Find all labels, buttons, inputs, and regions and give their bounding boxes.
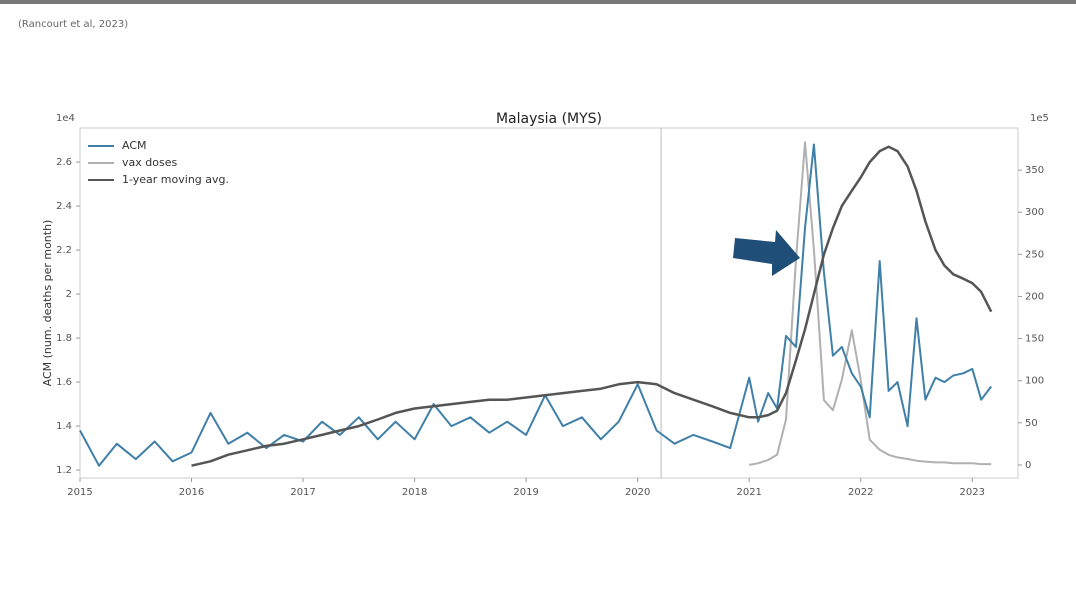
y-tick-label: 2	[66, 289, 72, 300]
y-tick-label: 1.8	[56, 333, 72, 344]
y2-tick-label: 300	[1025, 207, 1044, 218]
y2-offset-label: 1e5	[1030, 113, 1049, 124]
y-tick-label: 2.4	[56, 201, 72, 212]
x-tick-label: 2017	[290, 487, 315, 498]
x-tick-label: 2022	[848, 487, 873, 498]
top-bar	[0, 0, 1076, 4]
x-tick-label: 2018	[402, 487, 427, 498]
legend-label: 1-year moving avg.	[122, 173, 229, 186]
y-tick-label: 1.2	[56, 465, 72, 476]
plot: Malaysia (MYS) ACM (num. deaths per month…	[41, 111, 1049, 498]
y-offset-label: 1e4	[56, 113, 75, 124]
series-line	[191, 145, 993, 467]
y2-tick-label: 150	[1025, 334, 1044, 345]
citation: (Rancourt et al, 2023)	[18, 19, 128, 30]
y2-tick-label: 250	[1025, 249, 1044, 260]
y2-tick-label: 100	[1025, 376, 1044, 387]
x-tick-label: 2020	[625, 487, 650, 498]
legend-label: ACM	[122, 139, 147, 152]
y2-tick-label: 50	[1025, 418, 1038, 429]
legend-label: vax doses	[122, 156, 177, 169]
y-tick-label: 1.6	[56, 377, 72, 388]
series-line	[79, 143, 992, 467]
series-line	[749, 141, 992, 466]
y-tick-label: 2.2	[56, 245, 72, 256]
x-tick-label: 2019	[513, 487, 538, 498]
x-tick-label: 2023	[960, 487, 985, 498]
chart-title: Malaysia (MYS)	[496, 111, 602, 127]
y-tick-label: 2.6	[56, 157, 72, 168]
arrow	[733, 230, 800, 276]
x-tick-label: 2015	[67, 487, 92, 498]
y-tick-label: 1.4	[56, 421, 72, 432]
x-tick-label: 2016	[179, 487, 204, 498]
plot-frame	[79, 127, 1019, 479]
y2-tick-label: 0	[1025, 460, 1031, 471]
x-tick-label: 2021	[736, 487, 761, 498]
y2-tick-label: 350	[1025, 165, 1044, 176]
y2-tick-label: 200	[1025, 291, 1044, 302]
y-axis-label: ACM (num. deaths per month)	[41, 220, 54, 387]
